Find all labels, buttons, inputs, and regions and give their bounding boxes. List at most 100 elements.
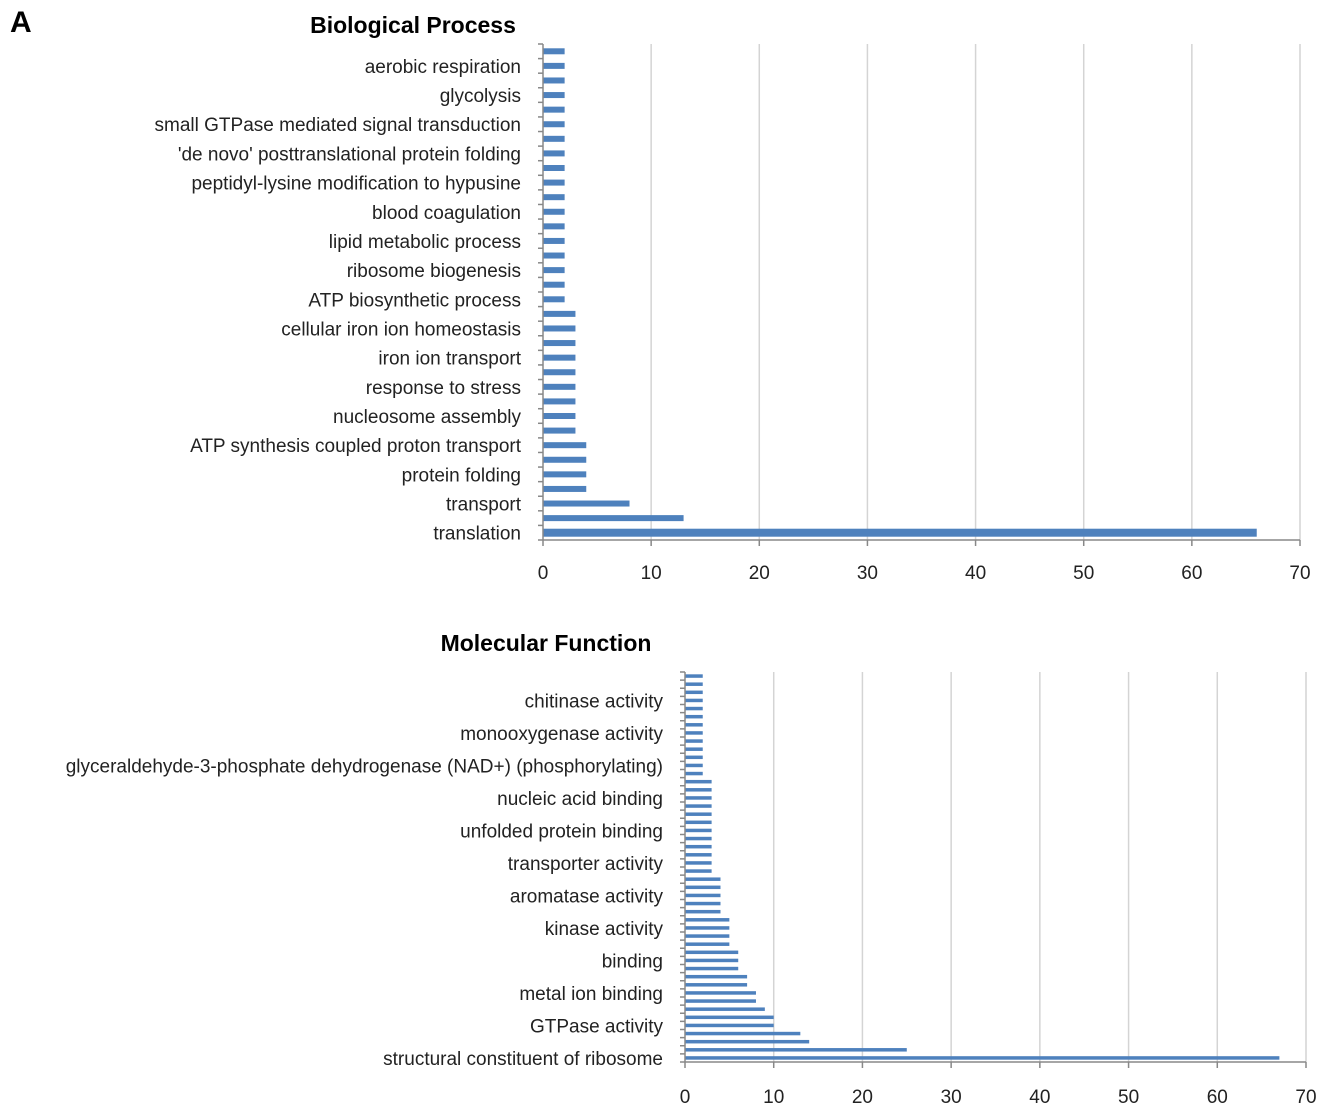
category-label-mf: unfolded protein binding [460,821,663,842]
bar-bp [543,485,587,492]
x-tick-label-mf: 70 [1295,1087,1316,1106]
bar-mf [685,958,739,963]
bar-bp [543,325,576,332]
bar-bp [543,165,565,171]
category-label-bp: ribosome biogenesis [347,261,521,282]
bar-mf [685,1031,801,1036]
bar-mf [685,706,703,711]
x-tick-label-bp: 20 [749,563,770,584]
bar-bp [543,310,576,317]
bar-bp [543,354,576,361]
bar-mf [685,861,712,865]
bar-mf [685,698,703,703]
bar-mf [685,909,721,914]
bar-mf [685,893,721,898]
bar-bp [543,223,565,230]
bar-bp [543,442,587,449]
category-label-bp: nucleosome assembly [333,407,521,428]
bar-bp [543,106,565,113]
bar-mf [685,714,703,719]
x-tick-label-bp: 50 [1073,563,1094,584]
bar-mf [685,974,748,979]
bar-bp [543,340,576,347]
category-label-mf: aromatase activity [510,886,664,907]
bar-mf [685,836,712,841]
bar-bp [543,528,1257,537]
x-tick-label-bp: 60 [1181,563,1202,584]
bar-bp [543,92,565,99]
bar-mf [685,779,712,784]
bar-bp [543,62,565,69]
category-label-mf: metal ion binding [519,984,663,1005]
bar-mf [685,674,703,678]
bar-mf [685,739,703,743]
bar-mf [685,1015,774,1020]
bar-mf [685,877,721,881]
bar-bp [543,121,565,128]
bar-mf [685,999,756,1003]
category-label-bp: cellular iron ion homeostasis [281,319,521,340]
bar-mf [685,869,712,873]
bar-mf [685,966,739,971]
bar-mf [685,901,721,906]
x-tick-label-mf: 0 [680,1087,691,1106]
bar-mf [685,942,730,946]
chart-mf: Molecular Function structural constituent… [66,630,1317,1106]
bar-mf [685,796,712,800]
bar-bp [543,515,684,522]
bar-mf [685,763,703,768]
bar-mf [685,1007,765,1011]
category-label-bp: 'de novo' posttranslational protein fold… [178,144,521,165]
bar-mf [685,983,748,987]
x-tick-label-bp: 70 [1289,563,1310,584]
category-label-mf: nucleic acid binding [497,789,663,810]
category-label-mf: transporter activity [508,854,664,875]
bar-mf [685,885,721,890]
category-label-bp: iron ion transport [378,349,521,370]
bar-bp [543,281,565,288]
bar-bp [543,237,565,244]
bar-mf [685,1023,774,1028]
bar-mf [685,731,703,735]
bar-mf [685,918,730,922]
category-label-mf: structural constituent of ribosome [383,1049,663,1070]
x-tick-label-mf: 20 [852,1087,873,1106]
bar-mf [685,853,712,857]
bar-mf [685,747,703,751]
category-label-mf: monooxygenase activity [460,724,663,745]
bar-mf [685,690,703,695]
bar-bp [543,135,565,142]
bar-bp [543,267,565,274]
bar-bp [543,150,565,157]
category-label-bp: glycolysis [440,86,521,107]
x-tick-label-mf: 10 [763,1087,784,1106]
category-label-bp: ATP synthesis coupled proton transport [190,436,522,457]
category-label-bp: protein folding [402,465,521,486]
bar-mf [685,1039,810,1044]
bar-bp [543,252,565,259]
category-label-bp: transport [446,495,522,516]
category-label-bp: blood coagulation [372,203,521,224]
bar-bp [543,208,565,215]
category-label-bp: ATP biosynthetic process [308,290,521,311]
bar-mf [685,812,712,816]
bar-mf [685,844,712,849]
category-label-bp: aerobic respiration [365,57,521,78]
bar-mf [685,804,712,808]
category-label-mf: GTPase activity [530,1016,664,1037]
category-label-mf: glyceraldehyde-3-phosphate dehydrogenase… [66,756,663,777]
bar-mf [685,1048,907,1052]
bar-mf [685,1056,1280,1060]
bar-bp [543,413,576,419]
chart-title-mf: Molecular Function [441,630,652,656]
x-tick-label-bp: 40 [965,563,986,584]
x-tick-label-bp: 10 [641,563,662,584]
chart-title-bp: Biological Process [310,12,516,38]
bar-bp [543,398,576,405]
category-label-bp: small GTPase mediated signal transductio… [155,115,521,136]
x-tick-label-bp: 30 [857,563,878,584]
bar-bp [543,194,565,201]
bar-bp [543,369,576,376]
bar-mf [685,788,712,792]
